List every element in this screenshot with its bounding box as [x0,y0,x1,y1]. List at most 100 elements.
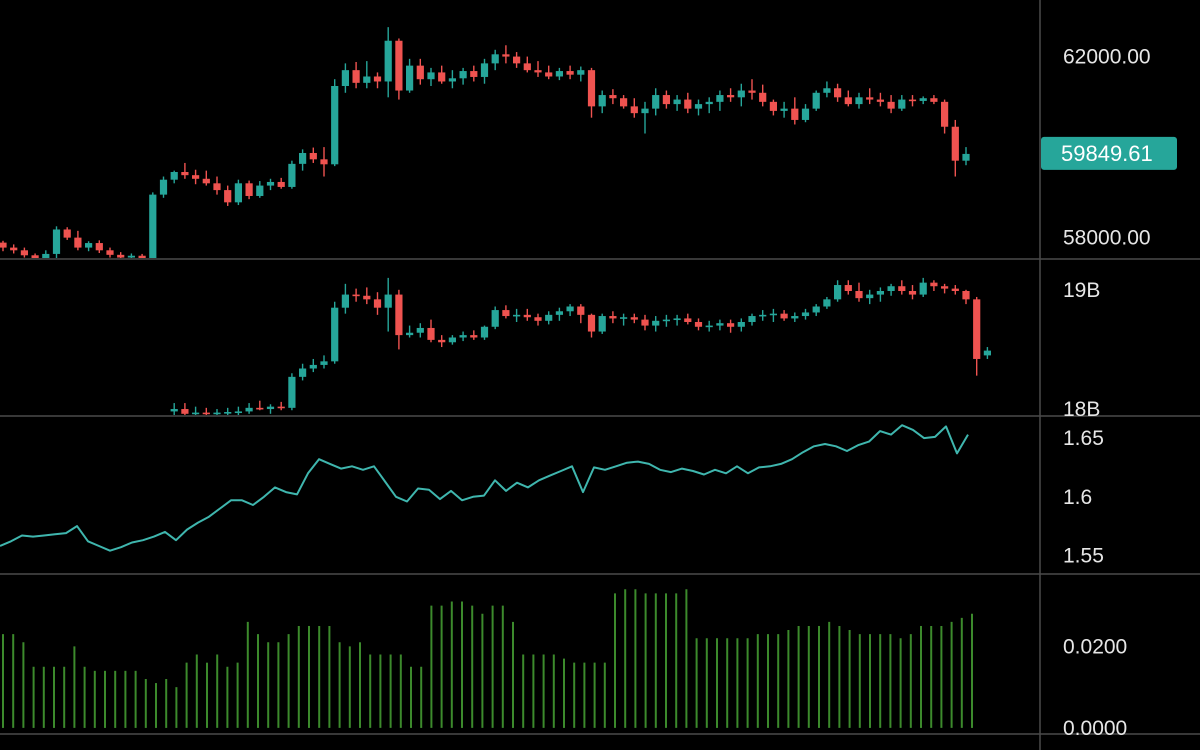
candle-body [320,361,328,365]
candle-body [951,126,959,161]
candle-body [620,98,628,107]
candle-body [887,101,895,109]
candle-body [973,299,981,359]
indicator-candle [406,325,414,338]
candle-body [908,99,917,102]
indicator-candle [780,310,788,321]
candle-body [898,99,906,109]
price-candle [341,63,349,93]
candle-body [844,285,852,291]
indicator-candle [234,406,242,415]
candle-body [555,71,563,77]
indicator-candle [192,406,200,415]
candle-body [288,163,296,187]
candle-body [331,86,339,165]
candle-body [406,332,414,336]
candle-body [620,317,628,319]
candle-body [930,98,938,102]
price-candle [213,176,221,195]
candle-body [448,78,456,82]
indicator-candle [331,301,339,364]
price-candle [159,176,168,198]
candle-body [149,194,157,258]
candle-body [684,99,692,109]
price-candle [641,101,649,134]
histogram-pane [2,589,973,728]
candle-body [234,411,242,414]
price-candle [117,252,125,258]
candle-body [95,243,103,251]
indicator-candle [555,307,563,321]
ratio-tick-label: 1.55 [1063,544,1104,567]
price-candle [716,90,724,111]
candle-body [363,76,371,83]
indicator-candle [951,285,959,295]
candle-body [341,294,349,308]
candle-body [127,255,135,258]
candle-body [256,407,264,410]
price-candle [780,101,788,118]
candle-body [727,95,735,98]
indicator-candle [791,312,799,322]
candle-body [309,152,317,160]
indicator-candle [973,296,981,376]
price-candle [373,72,382,89]
indicator-candle [705,320,713,332]
candle-body [555,311,563,315]
candle-body [673,318,681,321]
price-candle [95,240,103,254]
price-candle [876,92,884,107]
candle-body [598,316,606,332]
candle-body [202,412,210,415]
price-candle [363,61,371,89]
candle-body [930,282,938,287]
candle-body [470,71,478,77]
price-candle [662,90,670,109]
price-candle [480,58,489,84]
candle-body [245,407,253,412]
candle-body [20,250,28,256]
candle-body [545,314,553,321]
candle-body [513,56,521,64]
indicator-candle [609,311,617,324]
price-candle [224,185,232,206]
candle-body [277,406,285,409]
candle-body [384,294,392,308]
indicator-candle [641,314,649,331]
price-candle [192,169,200,185]
indicator-candle [598,313,606,334]
candle-body [887,286,895,291]
price-candle [587,67,596,118]
candle-body [288,376,296,408]
price-candle [801,104,810,123]
price-candle [395,38,403,100]
candle-body [85,243,93,248]
candle-body [266,406,275,410]
price-candle [10,244,18,254]
candle-body [962,291,970,300]
indicator-candle [352,288,360,302]
price-candle [74,230,82,251]
candle-body [898,286,906,291]
candle-body [363,295,371,300]
price-candle [855,92,863,109]
price-candle [85,241,93,252]
candle-body [652,95,660,109]
candle-body [352,70,360,83]
price-candle [0,240,7,252]
candle-body [331,307,339,362]
indicator-candle [844,280,852,295]
price-candle [20,247,28,258]
indicator-pane [170,277,991,415]
candle-body [181,172,189,176]
histogram-tick-label: 0.0200 [1063,635,1127,658]
price-candle [149,192,157,258]
price-candle [898,95,906,111]
price-candle [866,88,874,105]
candle-body [170,172,178,180]
price-candle [951,119,959,177]
candle-body [427,327,435,340]
candle-body [577,70,585,75]
ratio-series-line [0,424,969,552]
price-candle [427,67,435,86]
